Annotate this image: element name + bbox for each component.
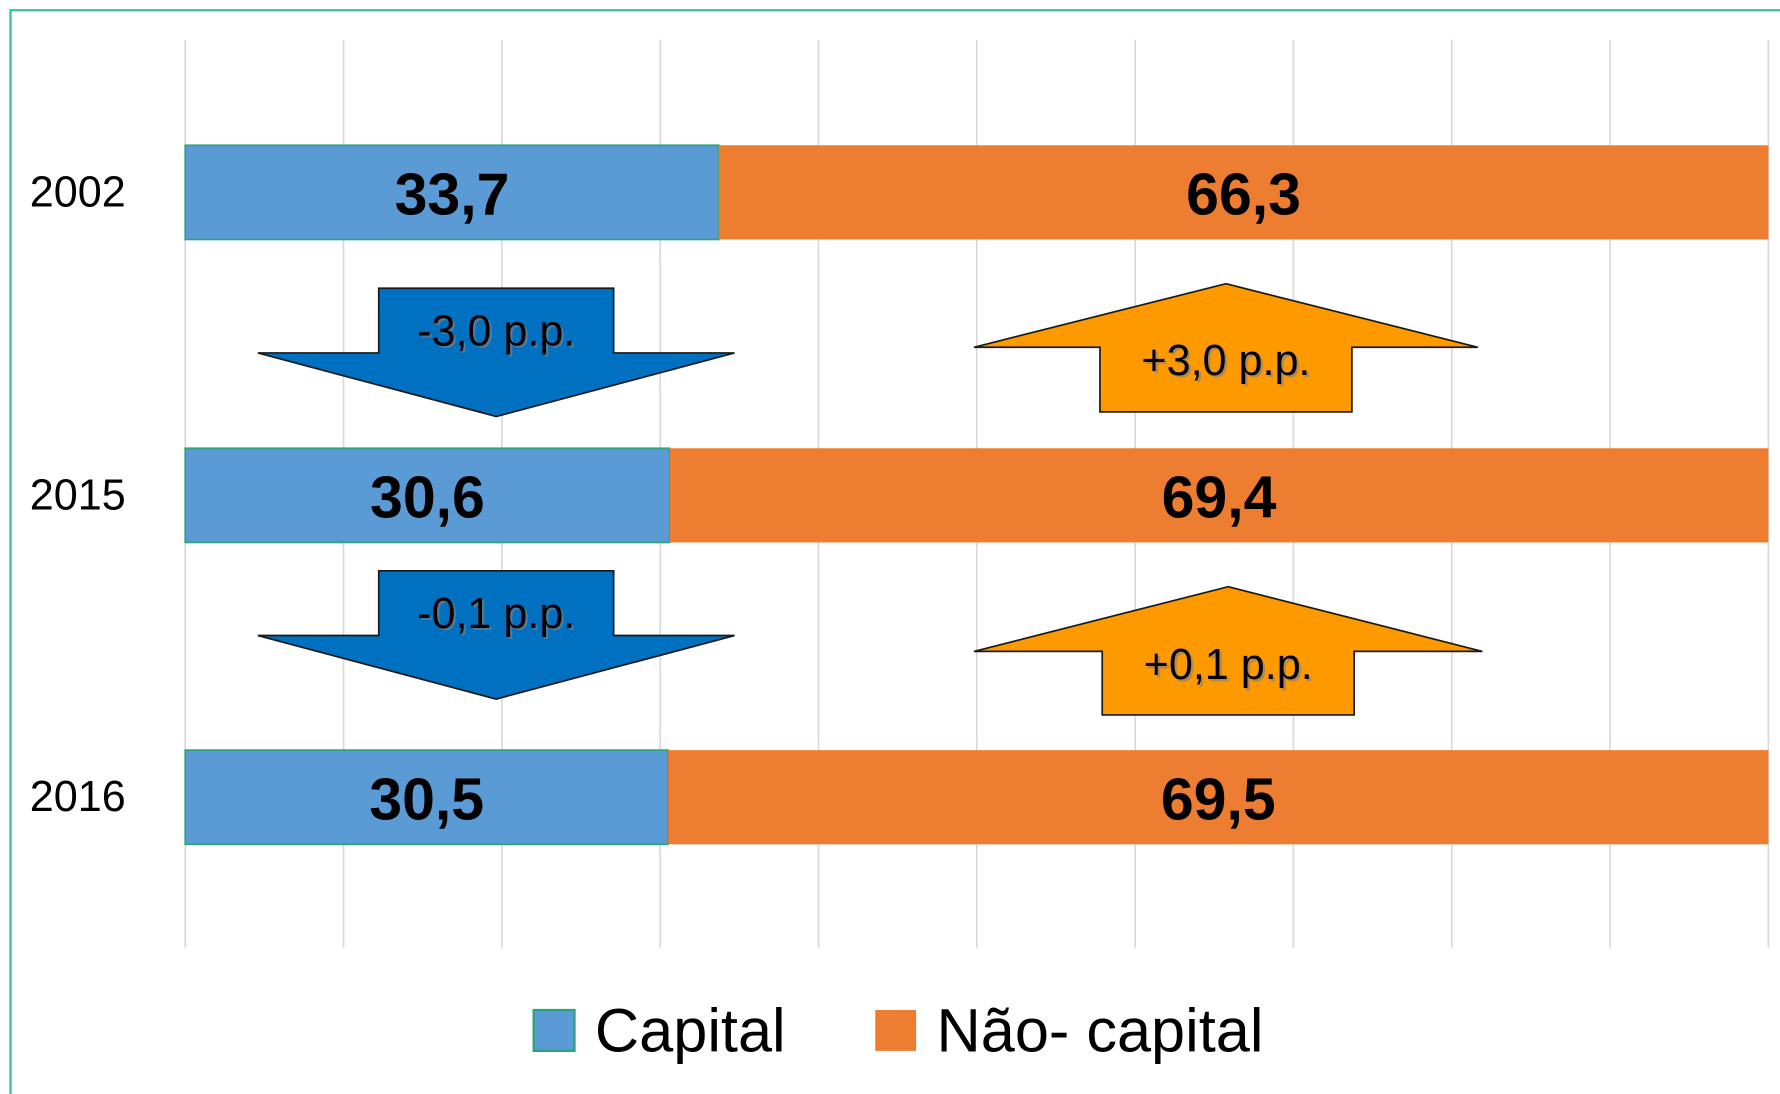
bar-segment: [669, 448, 1769, 543]
bar-segment: [184, 749, 669, 846]
annotation-shadow: -3,0 p.p.: [419, 310, 577, 358]
annotation: -0,1 p.p.: [417, 590, 575, 638]
legend-label: Capital: [595, 996, 786, 1064]
annotation-shadow: +0,1 p.p.: [1146, 643, 1315, 691]
annotation-arrow: [257, 569, 735, 700]
bar-segment: [718, 145, 1769, 240]
legend-swatch: [875, 1010, 917, 1051]
annotation-shadow: +3,0 p.p.: [1144, 339, 1313, 387]
bar-segment: [668, 750, 1769, 845]
annotation-shadow: -0,1 p.p.: [419, 592, 577, 640]
annotation: +0,1 p.p.: [1144, 641, 1313, 689]
data-label: 69,4: [1162, 465, 1277, 531]
legend-swatch: [532, 1008, 576, 1053]
annotation-arrow: [973, 282, 1479, 413]
legend-label: Não- capital: [937, 996, 1264, 1064]
chart-border: [9, 9, 1780, 1094]
y-tick-label: 2016: [30, 773, 126, 821]
annotation-arrow: [973, 585, 1483, 716]
y-tick-label: 2015: [30, 471, 126, 519]
data-label: 30,6: [370, 465, 485, 531]
annotation: +3,0 p.p.: [1141, 337, 1310, 385]
bar-segment: [184, 447, 671, 544]
annotation: -3,0 p.p.: [417, 307, 575, 355]
data-label: 66,3: [1186, 162, 1301, 228]
data-label: 30,5: [369, 767, 484, 833]
data-label: 33,7: [395, 162, 510, 228]
data-label: 69,5: [1161, 767, 1276, 833]
y-tick-label: 2002: [30, 168, 126, 216]
bar-segment: [184, 144, 720, 241]
annotation-arrow: [257, 287, 735, 418]
